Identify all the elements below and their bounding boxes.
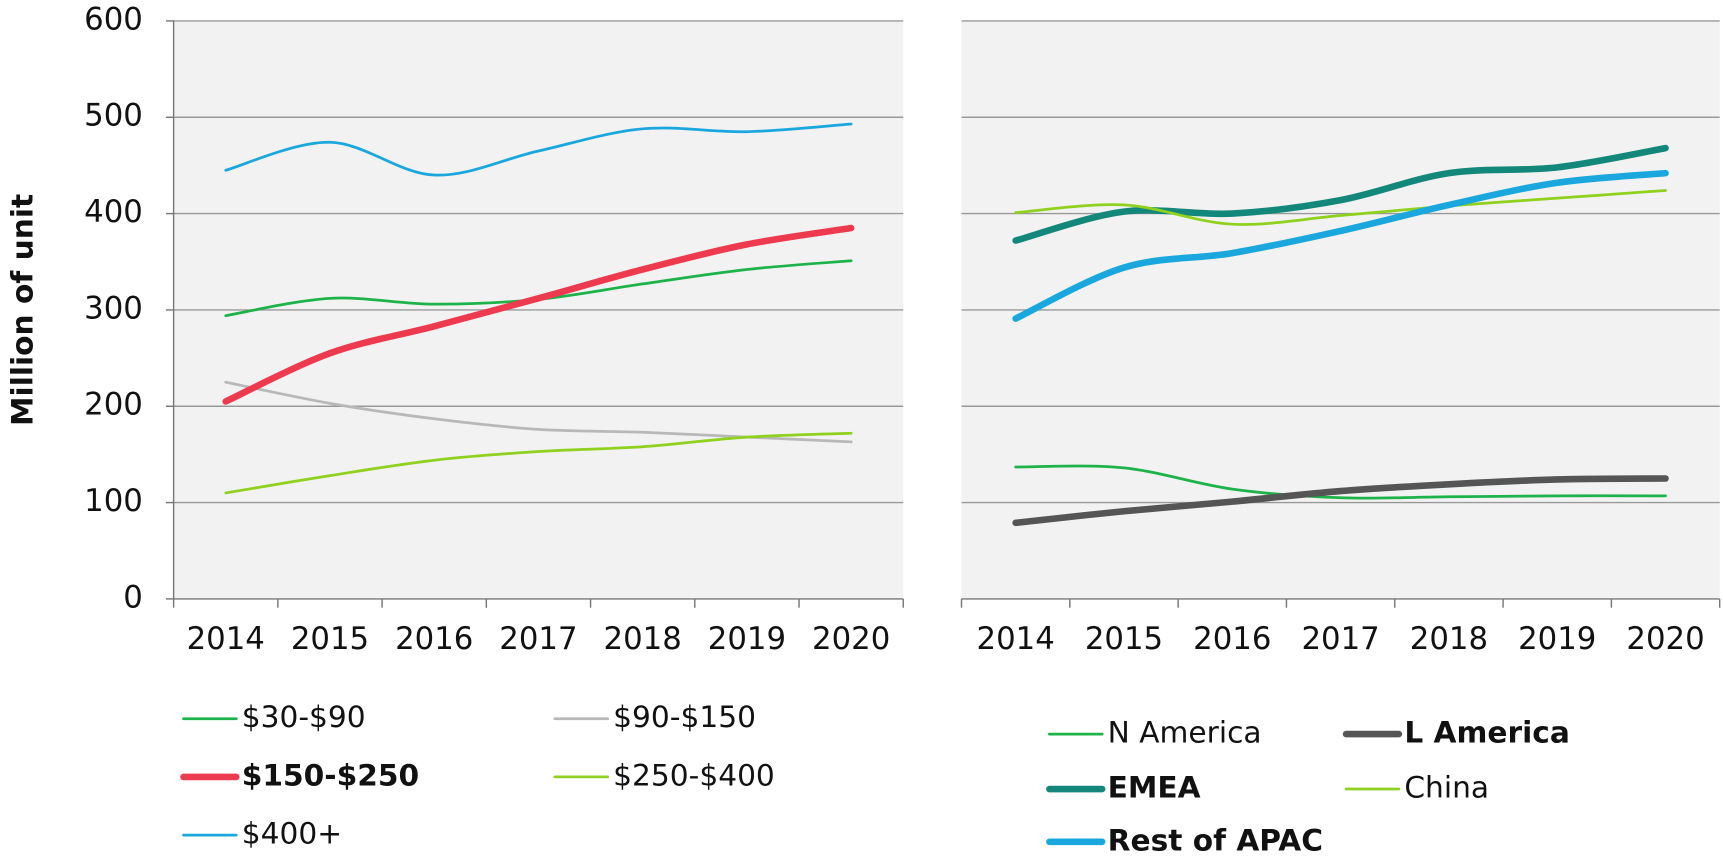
y-tick-label: 100: [84, 483, 143, 519]
x-tick-label: 2014: [977, 621, 1055, 657]
line-series: [224, 122, 853, 177]
x-tick-label: 2016: [395, 621, 473, 657]
line-series: [1014, 464, 1667, 500]
x-tick-label: 2015: [1085, 621, 1163, 657]
legend-label: EMEA: [1108, 770, 1201, 805]
y-tick-label: 400: [84, 194, 143, 230]
legend-label: Rest of APAC: [1108, 822, 1323, 855]
legend-label: N America: [1108, 715, 1262, 750]
x-tick-label: 2017: [499, 621, 577, 657]
x-tick-label: 2017: [1301, 621, 1379, 657]
line-series: [222, 224, 855, 405]
y-tick-label: 500: [84, 98, 143, 134]
x-tick-label: 2020: [812, 621, 890, 657]
line-series: [1012, 144, 1669, 244]
line-series: [1014, 189, 1667, 226]
x-tick-label: 2019: [708, 621, 786, 657]
y-axis-label: Million of unit: [5, 194, 40, 426]
x-tick-label: 2015: [291, 621, 369, 657]
x-tick-label: 2016: [1193, 621, 1271, 657]
x-tick-label: 2018: [604, 621, 682, 657]
legend-label: L America: [1404, 715, 1570, 750]
line-series: [1012, 475, 1669, 527]
y-tick-label: 300: [84, 290, 143, 326]
y-tick-label: 200: [84, 387, 143, 423]
x-tick-label: 2019: [1518, 621, 1596, 657]
legend-label: $90-$150: [613, 699, 756, 734]
legend-label: $250-$400: [613, 757, 775, 792]
legend-label: $400+: [242, 816, 342, 851]
line-series: [1012, 169, 1669, 322]
y-tick-label: 0: [123, 579, 143, 615]
x-tick-label: 2018: [1410, 621, 1488, 657]
legend-label: $30-$90: [242, 699, 366, 734]
legend-label: $150-$250: [242, 757, 419, 792]
x-tick-label: 2020: [1626, 621, 1704, 657]
x-tick-label: 2014: [187, 621, 265, 657]
y-tick-label: 600: [84, 1, 143, 37]
legend-label: China: [1404, 770, 1489, 805]
line-series: [224, 431, 853, 495]
